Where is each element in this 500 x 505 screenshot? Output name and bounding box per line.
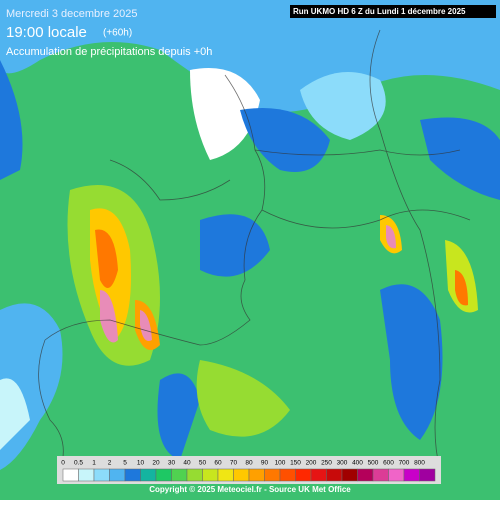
legend-label: 150 — [290, 460, 301, 467]
legend-swatch — [124, 468, 141, 482]
legend-label: 500 — [368, 460, 379, 467]
run-info: Run UKMO HD 6 Z du Lundi 1 décembre 2025 — [293, 7, 466, 16]
borders — [38, 29, 471, 471]
legend-swatch — [295, 468, 312, 482]
legend-label: 60 — [214, 460, 222, 467]
legend-label: 70 — [230, 460, 238, 467]
legend-swatch — [217, 468, 234, 482]
legend-label: 80 — [245, 460, 253, 467]
legend-swatch — [233, 468, 250, 482]
legend-swatch — [264, 468, 281, 482]
legend-swatch — [419, 468, 436, 482]
legend-swatch — [62, 468, 79, 482]
legend-swatch — [109, 468, 126, 482]
copyright: Copyright © 2025 Meteociel.fr - Source U… — [149, 485, 351, 494]
legend-swatch — [403, 468, 420, 482]
legend-swatch — [372, 468, 389, 482]
legend-swatch — [310, 468, 327, 482]
legend-label: 50 — [199, 460, 207, 467]
legend-label: 600 — [383, 460, 394, 467]
legend-label: 0 — [61, 460, 65, 467]
legend-label: 100 — [275, 460, 286, 467]
lead-time: (+60h) — [103, 28, 132, 39]
legend-swatch — [155, 468, 172, 482]
legend-swatch — [388, 468, 405, 482]
legend-swatch — [357, 468, 374, 482]
legend-swatch — [341, 468, 358, 482]
legend-swatch — [326, 468, 343, 482]
legend-label: 250 — [321, 460, 332, 467]
precip-field — [0, 0, 500, 470]
legend-swatch — [186, 468, 203, 482]
legend-swatch — [140, 468, 157, 482]
legend-label: 200 — [306, 460, 317, 467]
legend-label: 700 — [399, 460, 410, 467]
legend-swatch — [279, 468, 296, 482]
legend-label: 1 — [92, 460, 96, 467]
legend: 0 0.5 1 2 5 10 20 30 40 50 60 70 80 90 100 150 200 250 300… — [57, 456, 441, 484]
legend-label: 10 — [137, 460, 145, 467]
legend-swatch — [78, 468, 95, 482]
legend-label: 800 — [414, 460, 425, 467]
legend-label: 90 — [261, 460, 269, 467]
legend-label: 2 — [108, 460, 112, 467]
legend-swatch — [171, 468, 188, 482]
legend-label: 20 — [152, 460, 160, 467]
legend-label: 30 — [168, 460, 176, 467]
date: Mercredi 3 decembre 2025 — [6, 8, 137, 20]
legend-label: 40 — [183, 460, 191, 467]
legend-swatch — [248, 468, 265, 482]
legend-label: 0.5 — [74, 460, 83, 467]
legend-label: 5 — [123, 460, 127, 467]
run-box — [290, 5, 496, 18]
local-time: 19:00 locale — [6, 24, 87, 41]
legend-label: 400 — [352, 460, 363, 467]
subtitle: Accumulation de précipitations depuis +0… — [6, 46, 212, 58]
legend-swatch — [93, 468, 110, 482]
legend-swatch — [202, 468, 219, 482]
legend-label: 300 — [337, 460, 348, 467]
